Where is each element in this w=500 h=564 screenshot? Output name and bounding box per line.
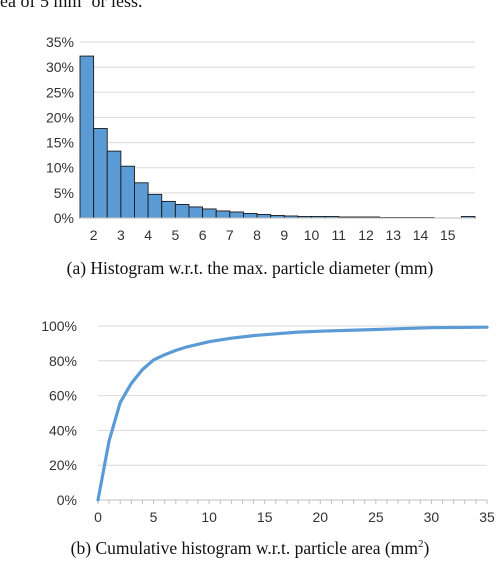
histogram-y-tick-label: 20% (46, 109, 74, 125)
cumulative-series-line (96, 325, 489, 502)
histogram-x-tick-label: 13 (385, 227, 401, 243)
histogram-y-tick-label: 0% (54, 210, 74, 226)
cumulative-x-tick-label: 35 (479, 509, 495, 525)
histogram-y-tick-label: 35% (46, 34, 74, 50)
cumulative-line-chart: 0% 20% 40% 60% 80% 100% 0 5 10 15 20 25 30 35 (41, 318, 495, 525)
histogram-x-tick-label: 4 (144, 227, 152, 243)
histogram-x-tick-label: 11 (332, 227, 347, 243)
histogram-bar (147, 193, 163, 219)
cumulative-series (96, 325, 489, 502)
cumulative-x-tick-label: 0 (94, 509, 102, 525)
histogram-caption: (a) Histogram w.r.t. the max. particle d… (66, 258, 434, 278)
histogram-y-tick-label: 15% (46, 135, 74, 151)
preceding-text-end: or less. (86, 0, 143, 11)
histogram-tick-labels: 0% 5% 10% 15% 20% 25% 30% 35% 2 3 4 5 6 7 8 9 10 11 12 13 14… (46, 34, 456, 243)
cumulative-tick-labels: 0% 20% 40% 60% 80% 100% 0 5 10 15 20 25 30 35 (41, 318, 495, 525)
histogram-bar (161, 200, 176, 219)
histogram-x-tick-label: 12 (358, 227, 374, 243)
histogram-x-tick-label: 10 (304, 227, 320, 243)
histogram-chart: 0% 5% 10% 15% 20% 25% 30% 35% 2 3 4 5 6 7 8 9 10 11 12 13 14… (46, 34, 476, 243)
histogram-y-tick-label: 5% (54, 185, 74, 201)
histogram-bar (106, 150, 122, 219)
cumulative-y-tick-label: 0% (57, 492, 77, 508)
cumulative-x-tick-label: 10 (201, 509, 217, 525)
histogram-gridlines (80, 41, 475, 194)
histogram-bar (229, 211, 244, 219)
cumulative-caption-superscript: 2 (417, 538, 424, 551)
preceding-text-fragment: ea of 5 mm2 or less. (0, 0, 500, 13)
cumulative-y-tick-label: 20% (49, 457, 77, 473)
cumulative-gridlines (98, 325, 487, 466)
histogram-x-tick-label: 14 (413, 227, 429, 243)
cumulative-x-tick-label: 25 (368, 509, 384, 525)
histogram-x-tick-label: 9 (280, 227, 288, 243)
cumulative-x-tick-label: 15 (257, 509, 273, 525)
histogram-bar (188, 206, 204, 219)
histogram-x-tick-label: 8 (253, 227, 261, 243)
histogram-bar (256, 214, 272, 219)
preceding-text-main: ea of 5 mm (0, 0, 82, 11)
cumulative-x-tick-label: 20 (312, 509, 328, 525)
histogram-x-tick-label: 2 (90, 227, 98, 243)
histogram-bars (79, 55, 476, 219)
histogram-bar (93, 128, 108, 219)
histogram-y-tick-label: 10% (46, 160, 74, 176)
cumulative-caption-end: ) (423, 538, 430, 558)
histogram-bar (79, 55, 95, 219)
cumulative-y-tick-label: 40% (49, 422, 77, 438)
cumulative-y-tick-label: 80% (49, 353, 77, 369)
histogram-y-tick-label: 25% (46, 84, 74, 100)
histogram-bar (134, 182, 149, 219)
cumulative-axes (97, 499, 488, 504)
histogram-bar (120, 165, 135, 219)
cumulative-y-tick-label: 100% (41, 318, 77, 334)
cumulative-y-tick-label: 60% (49, 388, 77, 404)
histogram-bar (242, 213, 258, 219)
histogram-x-tick-label: 3 (117, 227, 125, 243)
histogram-bar (215, 210, 231, 219)
preceding-text-superscript: 2 (81, 0, 87, 3)
histogram-x-tick-label: 5 (171, 227, 179, 243)
histogram-x-tick-label: 7 (226, 227, 234, 243)
cumulative-x-tick-label: 30 (424, 509, 440, 525)
histogram-x-tick-label: 6 (199, 227, 207, 243)
cumulative-x-tick-label: 5 (150, 509, 158, 525)
histogram-bar (174, 203, 190, 219)
histogram-x-tick-label: 15 (440, 227, 456, 243)
cumulative-caption-main: (b) Cumulative histogram w.r.t. particle… (70, 538, 418, 558)
histogram-bar (202, 208, 217, 219)
cumulative-caption: (b) Cumulative histogram w.r.t. particle… (0, 538, 500, 559)
histogram-y-tick-label: 30% (46, 59, 74, 75)
